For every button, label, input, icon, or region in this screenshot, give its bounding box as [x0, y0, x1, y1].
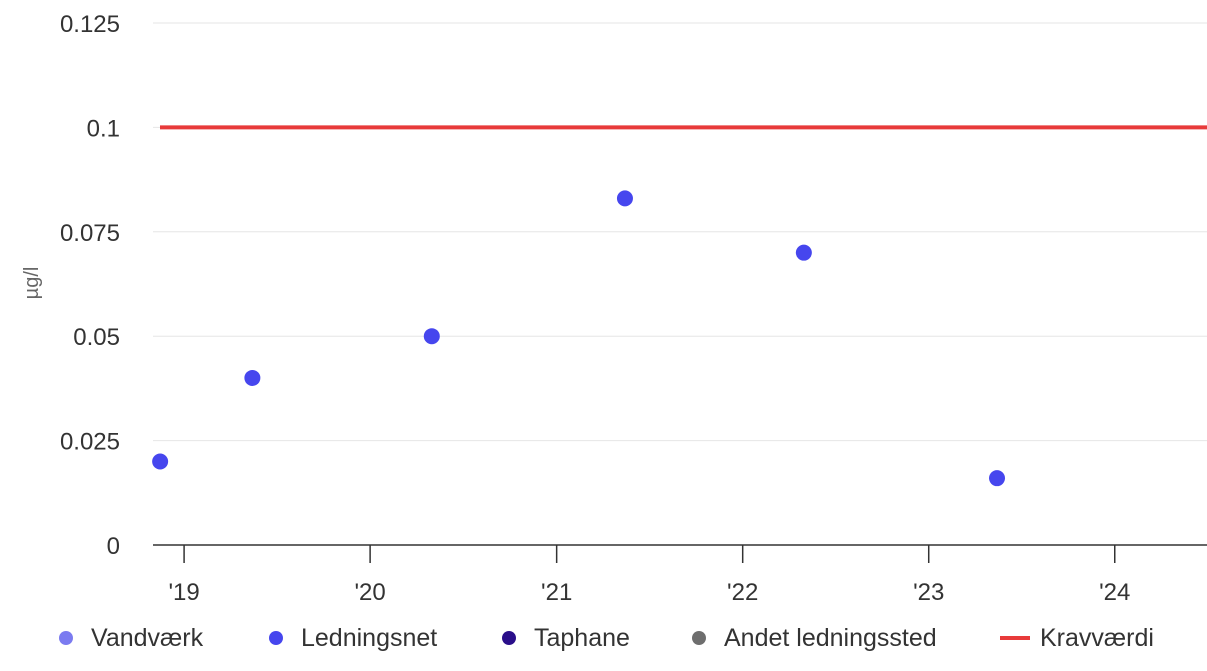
x-tick-label: '24 [1099, 579, 1130, 606]
y-tick-label: 0.05 [73, 324, 120, 351]
x-tick-label: '21 [541, 579, 572, 606]
legend-marker-andet-ledningssted [692, 631, 706, 645]
x-axis: '19 '20 '21 '22 '23 '24 [153, 544, 1207, 606]
data-point [244, 369, 261, 386]
x-tick-label: '20 [354, 579, 385, 606]
x-tick-label: '19 [168, 579, 199, 606]
data-point [616, 190, 633, 207]
legend: Vandværk Ledningsnet Taphane Andet ledni… [0, 618, 1207, 658]
data-point [795, 244, 812, 261]
grid-lines [153, 22, 1207, 442]
legend-label-taphane: Taphane [534, 623, 630, 652]
legend-label-kravvaerdi: Kravværdi [1040, 623, 1154, 652]
data-points [152, 190, 1006, 487]
legend-item-vandvaerk[interactable]: Vandværk [59, 618, 203, 658]
data-point [423, 328, 440, 345]
legend-item-taphane[interactable]: Taphane [502, 618, 630, 658]
y-tick-label: 0 [107, 533, 120, 560]
y-tick-label: 0.1 [87, 115, 120, 142]
legend-label-andet-ledningssted: Andet ledningssted [724, 623, 937, 652]
legend-item-ledningsnet[interactable]: Ledningsnet [269, 618, 437, 658]
y-tick-label: 0.025 [60, 429, 120, 456]
data-point [152, 453, 169, 470]
y-tick-label: 0.125 [60, 11, 120, 38]
y-tick-label: 0.075 [60, 220, 120, 247]
legend-marker-vandvaerk [59, 631, 73, 645]
legend-marker-taphane [502, 631, 516, 645]
legend-item-kravvaerdi[interactable]: Kravværdi [1000, 618, 1154, 658]
legend-marker-ledningsnet [269, 631, 283, 645]
y-axis-title: µg/l [21, 267, 43, 300]
legend-label-ledningsnet: Ledningsnet [301, 623, 438, 652]
y-axis-ticks: 0 0.025 0.05 0.075 0.1 0.125 [60, 11, 120, 560]
x-tick-label: '23 [913, 579, 944, 606]
x-tick-label: '22 [727, 579, 758, 606]
legend-item-andet-ledningssted[interactable]: Andet ledningssted [692, 618, 937, 658]
legend-marker-kravvaerdi [1000, 636, 1030, 640]
data-point [989, 470, 1006, 487]
legend-label-vandvaerk: Vandværk [91, 623, 204, 652]
